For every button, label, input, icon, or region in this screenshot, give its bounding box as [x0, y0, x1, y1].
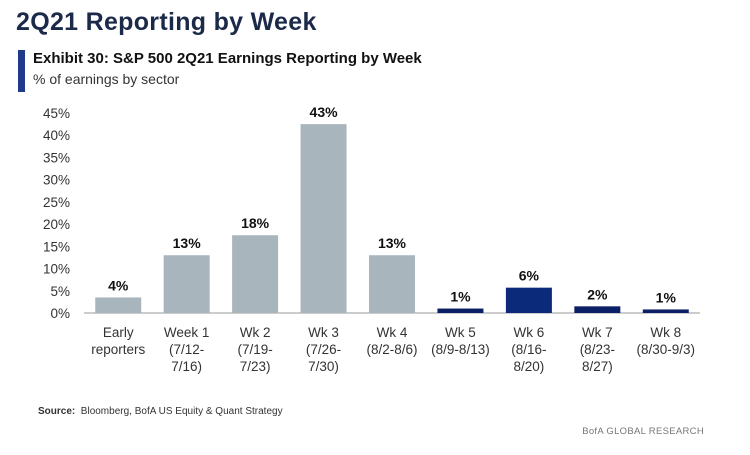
x-tick-label-line: (8/16-: [511, 342, 546, 357]
x-tick-label-line: Wk 3: [308, 325, 339, 340]
source-label: Source:: [38, 406, 76, 417]
y-tick-label: 10%: [43, 262, 70, 277]
x-tick-label-line: 7/16): [171, 359, 202, 374]
bar: [437, 308, 484, 313]
data-label: 18%: [241, 215, 270, 231]
source-text: Bloomberg, BofA US Equity & Quant Strate…: [80, 406, 283, 417]
bar: [574, 306, 621, 313]
y-tick-label: 30%: [43, 173, 70, 188]
exhibit-accent-bar: [18, 50, 25, 92]
bar: [232, 235, 279, 313]
x-tick-label: Wk 4 (8/2-8/6): [366, 325, 417, 357]
x-tick-label-line: Week 1: [164, 325, 210, 340]
x-tick-label-line: Wk 5: [445, 325, 476, 340]
x-tick-label-line: (7/19-: [237, 342, 272, 357]
x-tick-label: Wk 6 (8/16- 8/20): [511, 325, 546, 374]
x-tick-label-line: Wk 7: [582, 325, 613, 340]
bar-chart: 0% 5% 10% 15% 20% 25% 30% 35% 40% 45% 4% Early repor…: [43, 104, 700, 374]
data-label: 6%: [519, 268, 540, 284]
x-tick-label-line: Wk 6: [514, 325, 545, 340]
bar: [95, 297, 142, 313]
x-tick-label: Wk 7 (8/23- 8/27): [580, 325, 615, 374]
bar: [300, 124, 347, 313]
x-tick-label: Wk 5 (8/9-8/13): [431, 325, 490, 357]
x-tick-label-line: (8/23-: [580, 342, 615, 357]
bar: [369, 255, 415, 313]
data-label: 2%: [587, 286, 608, 302]
x-tick-label-line: 7/23): [240, 359, 271, 374]
y-tick-label: 15%: [43, 239, 70, 254]
x-tick-label-line: (8/2-8/6): [366, 342, 417, 357]
x-tick-label-line: Wk 4: [377, 325, 408, 340]
x-tick-label-line: Early: [103, 325, 134, 340]
exhibit-title: Exhibit 30: S&P 500 2Q21 Earnings Report…: [33, 50, 422, 67]
x-tick-label: Wk 3 (7/26- 7/30): [306, 325, 341, 374]
x-tick-label-line: reporters: [91, 342, 145, 357]
x-tick-label-line: 7/30): [308, 359, 339, 374]
data-label: 1%: [450, 289, 471, 305]
x-tick-label-line: 8/20): [513, 359, 544, 374]
x-tick-label-line: 8/27): [582, 359, 613, 374]
y-tick-label: 25%: [43, 195, 70, 210]
y-tick-label: 0%: [50, 306, 70, 321]
x-tick-label-line: (7/12-: [169, 342, 204, 357]
x-tick-label: Wk 8 (8/30-9/3): [637, 325, 696, 357]
exhibit-subtitle: % of earnings by sector: [33, 71, 180, 87]
y-tick-label: 40%: [43, 128, 70, 143]
bar: [642, 309, 689, 313]
data-label: 43%: [310, 104, 339, 120]
bar: [505, 287, 552, 313]
data-label: 4%: [108, 277, 129, 293]
data-label: 13%: [173, 235, 202, 251]
x-tick-label: Early reporters: [91, 325, 145, 357]
x-tick-label-line: (8/30-9/3): [637, 342, 696, 357]
y-tick-label: 20%: [43, 217, 70, 232]
x-tick-label-line: (8/9-8/13): [431, 342, 490, 357]
bar: [163, 255, 210, 313]
x-tick-label-line: Wk 2: [240, 325, 271, 340]
data-label: 1%: [656, 289, 677, 305]
brand-footer: BofA GLOBAL RESEARCH: [582, 426, 704, 437]
page-title: 2Q21 Reporting by Week: [16, 8, 317, 36]
data-label: 13%: [378, 235, 407, 251]
y-tick-label: 45%: [43, 106, 70, 121]
x-tick-label-line: Wk 8: [650, 325, 681, 340]
x-tick-label: Wk 2 (7/19- 7/23): [237, 325, 272, 374]
x-tick-label-line: (7/26-: [306, 342, 341, 357]
y-tick-label: 35%: [43, 150, 70, 165]
y-tick-label: 5%: [50, 284, 70, 299]
source-note: Source: Bloomberg, BofA US Equity & Quan…: [38, 406, 283, 417]
x-tick-label: Week 1 (7/12- 7/16): [164, 325, 210, 374]
